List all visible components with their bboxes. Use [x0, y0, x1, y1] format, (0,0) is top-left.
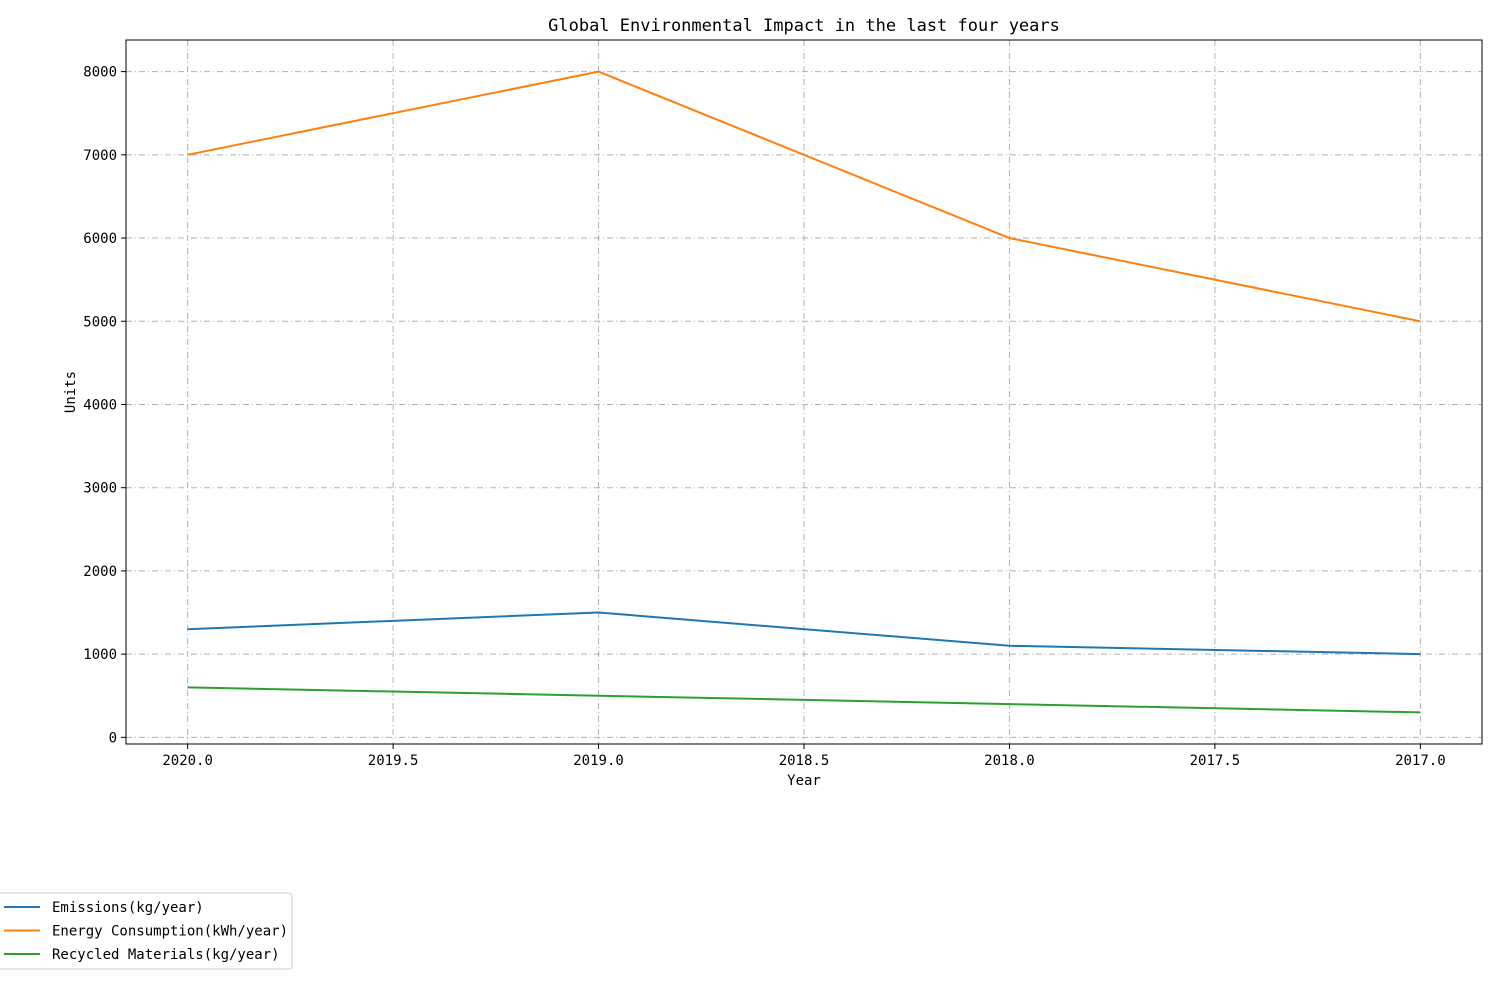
series-line — [187, 70, 1421, 323]
x-tick-label: 2017.5 — [1190, 753, 1241, 769]
legend-entry: Energy Consumption(kWh/year) — [52, 924, 288, 940]
y-tick-label: 7000 — [83, 148, 117, 164]
series-lines — [187, 70, 1421, 714]
y-tick-label: 8000 — [83, 65, 117, 81]
chart-title: Global Environmental Impact in the last … — [548, 16, 1060, 36]
series-line — [187, 611, 1421, 656]
y-axis-label: Units — [63, 371, 79, 413]
y-tick-label: 3000 — [83, 481, 117, 497]
legend-entry: Emissions(kg/year) — [52, 900, 204, 916]
x-tick-label: 2017.0 — [1395, 753, 1446, 769]
y-tick-label: 2000 — [83, 564, 117, 580]
x-tick-label: 2020.0 — [162, 753, 213, 769]
x-tick-label: 2018.0 — [984, 753, 1035, 769]
x-tick-label: 2019.0 — [573, 753, 624, 769]
y-tick-label: 0 — [109, 730, 117, 746]
y-tick-label: 6000 — [83, 231, 117, 247]
y-tick-label: 4000 — [83, 397, 117, 413]
y-tick-label: 1000 — [83, 647, 117, 663]
legend: Emissions(kg/year) Energy Consumption(kWh… — [0, 892, 293, 970]
series-line — [187, 686, 1421, 714]
x-tick-label: 2019.5 — [368, 753, 419, 769]
grid-lines — [126, 40, 1482, 744]
y-axis-ticks: 0 1000 2000 3000 4000 5000 6000 7000 8000 — [83, 65, 126, 746]
y-tick-label: 5000 — [83, 314, 117, 330]
x-axis-ticks: 2020.0 2019.5 2019.0 2018.5 2018.0 2017.5 2017… — [162, 744, 1446, 769]
legend-box — [0, 892, 293, 970]
x-tick-label: 2018.5 — [779, 753, 830, 769]
legend-entry: Recycled Materials(kg/year) — [52, 947, 280, 963]
x-axis-label: Year — [787, 773, 821, 789]
